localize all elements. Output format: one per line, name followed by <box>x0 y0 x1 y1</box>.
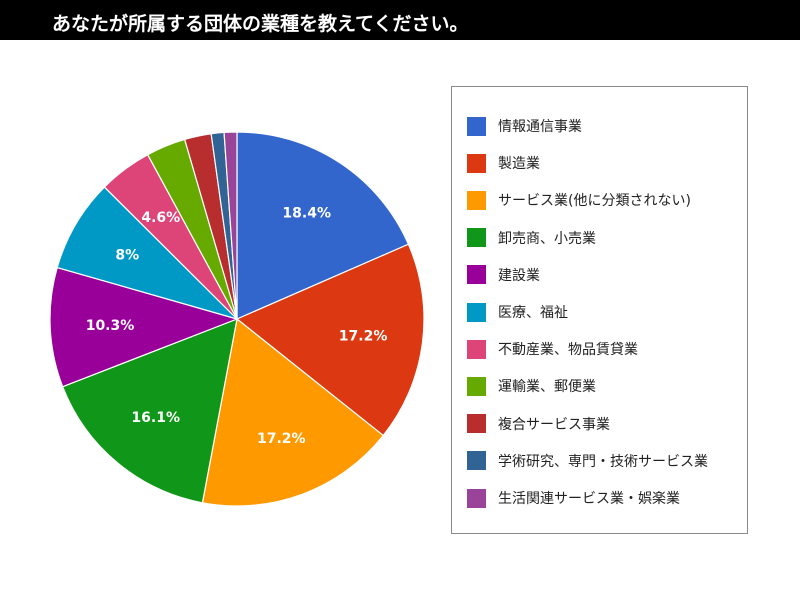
legend-swatch <box>467 488 486 508</box>
slice-data-label-7: 4.6% <box>141 210 180 226</box>
title-bar: あなたが所属する団体の業種を教えてください。 <box>0 0 800 40</box>
legend-label: 情報通信事業 <box>498 119 582 135</box>
slice-data-label-6: 8% <box>115 248 139 264</box>
legend-label: 製造業 <box>498 156 540 173</box>
legend-label: サービス業(他に分類されない) <box>498 193 691 210</box>
legend-label: 複合サービス事業 <box>498 416 610 433</box>
pie-slice-11[interactable] <box>223 131 238 320</box>
legend-item-8[interactable]: 運輸業、郵便業 <box>467 376 596 396</box>
pie-slice-3[interactable] <box>201 317 385 507</box>
legend-item-11[interactable]: 生活関連サービス業・娯楽業 <box>467 488 680 508</box>
slice-data-label-4: 16.1% <box>131 410 180 426</box>
legend-item-2[interactable]: 製造業 <box>467 153 540 173</box>
legend-item-6[interactable]: 医療、福祉 <box>467 302 568 322</box>
legend-swatch <box>467 339 486 359</box>
legend-label: 運輸業、郵便業 <box>498 379 596 396</box>
legend-label: 建設業 <box>498 267 540 284</box>
legend-item-5[interactable]: 建設業 <box>467 265 540 285</box>
legend-swatch <box>467 451 486 471</box>
slice-data-label-1: 18.4% <box>282 206 331 222</box>
pie-slice-1[interactable] <box>236 131 410 320</box>
slice-data-label-3: 17.2% <box>257 431 306 447</box>
legend-item-9[interactable]: 複合サービス事業 <box>467 414 610 434</box>
pie-slice-6[interactable] <box>56 186 238 320</box>
legend-swatch <box>467 414 486 434</box>
legend-label: 卸売商、小売業 <box>498 230 596 247</box>
legend-swatch <box>467 190 486 210</box>
legend-label: 生活関連サービス業・娯楽業 <box>498 491 680 507</box>
legend-item-4[interactable]: 卸売商、小売業 <box>467 228 596 248</box>
legend-label: 不動産業、物品賃貸業 <box>498 342 638 359</box>
legend-swatch <box>467 302 486 322</box>
legend-swatch <box>467 265 486 285</box>
legend-label: 医療、福祉 <box>498 305 568 321</box>
legend-swatch <box>467 116 486 136</box>
pie-slice-5[interactable] <box>49 266 239 388</box>
pie-slice-4[interactable] <box>61 318 238 504</box>
legend-item-10[interactable]: 学術研究、専門・技術サービス業 <box>467 451 708 471</box>
legend-item-1[interactable]: 情報通信事業 <box>467 116 582 136</box>
pie-slice-2[interactable] <box>235 243 425 437</box>
legend-item-7[interactable]: 不動産業、物品賃貸業 <box>467 339 638 359</box>
legend-swatch <box>467 376 486 396</box>
slice-data-label-5: 10.3% <box>86 318 135 334</box>
legend-label: 学術研究、専門・技術サービス業 <box>498 453 708 470</box>
chart-legend: 情報通信事業 製造業サービス業(他に分類されない) 卸売商、小売業 建設業医療、福祉不… <box>451 86 748 534</box>
legend-swatch <box>467 228 486 248</box>
legend-swatch <box>467 153 486 173</box>
slice-data-label-2: 17.2% <box>339 329 388 345</box>
legend-item-3[interactable]: サービス業(他に分類されない) <box>467 190 691 210</box>
chart-title: あなたが所属する団体の業種を教えてください。 <box>52 13 469 35</box>
